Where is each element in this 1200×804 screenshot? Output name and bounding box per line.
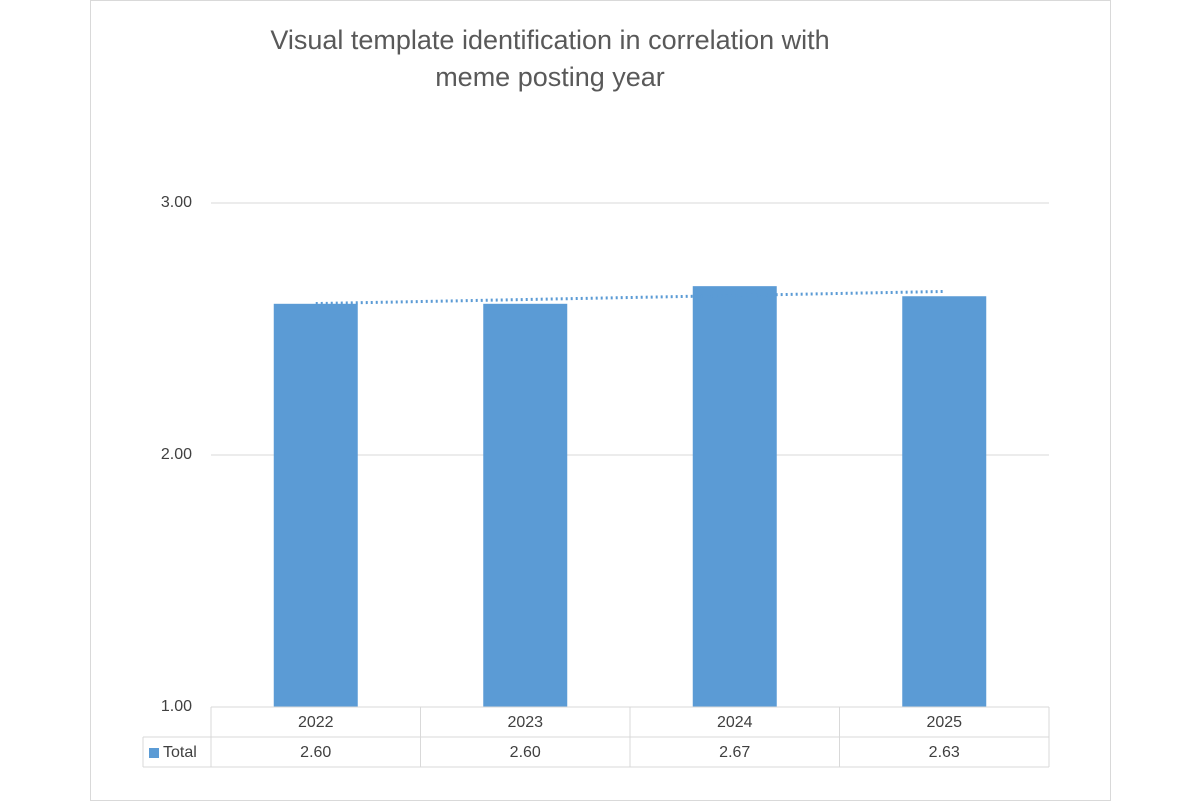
data-label: 2.67 (719, 744, 750, 761)
legend-swatch (149, 748, 159, 758)
legend-label: Total (163, 744, 197, 761)
bar (483, 303, 568, 707)
y-tick-label: 3.00 (161, 194, 192, 211)
x-tick-label: 2025 (926, 714, 962, 731)
y-tick-label: 2.00 (161, 446, 192, 463)
x-tick-label: 2024 (717, 714, 753, 731)
x-tick-label: 2022 (298, 714, 334, 731)
data-label: 2.60 (510, 744, 541, 761)
x-tick-label: 2023 (507, 714, 543, 731)
chart-title: meme posting year (435, 62, 665, 92)
bar (273, 303, 358, 707)
bar (902, 296, 987, 707)
bar (692, 286, 777, 707)
data-label: 2.60 (300, 744, 331, 761)
data-label: 2.63 (929, 744, 960, 761)
y-tick-label: 1.00 (161, 698, 192, 715)
chart-title: Visual template identification in correl… (270, 25, 829, 55)
